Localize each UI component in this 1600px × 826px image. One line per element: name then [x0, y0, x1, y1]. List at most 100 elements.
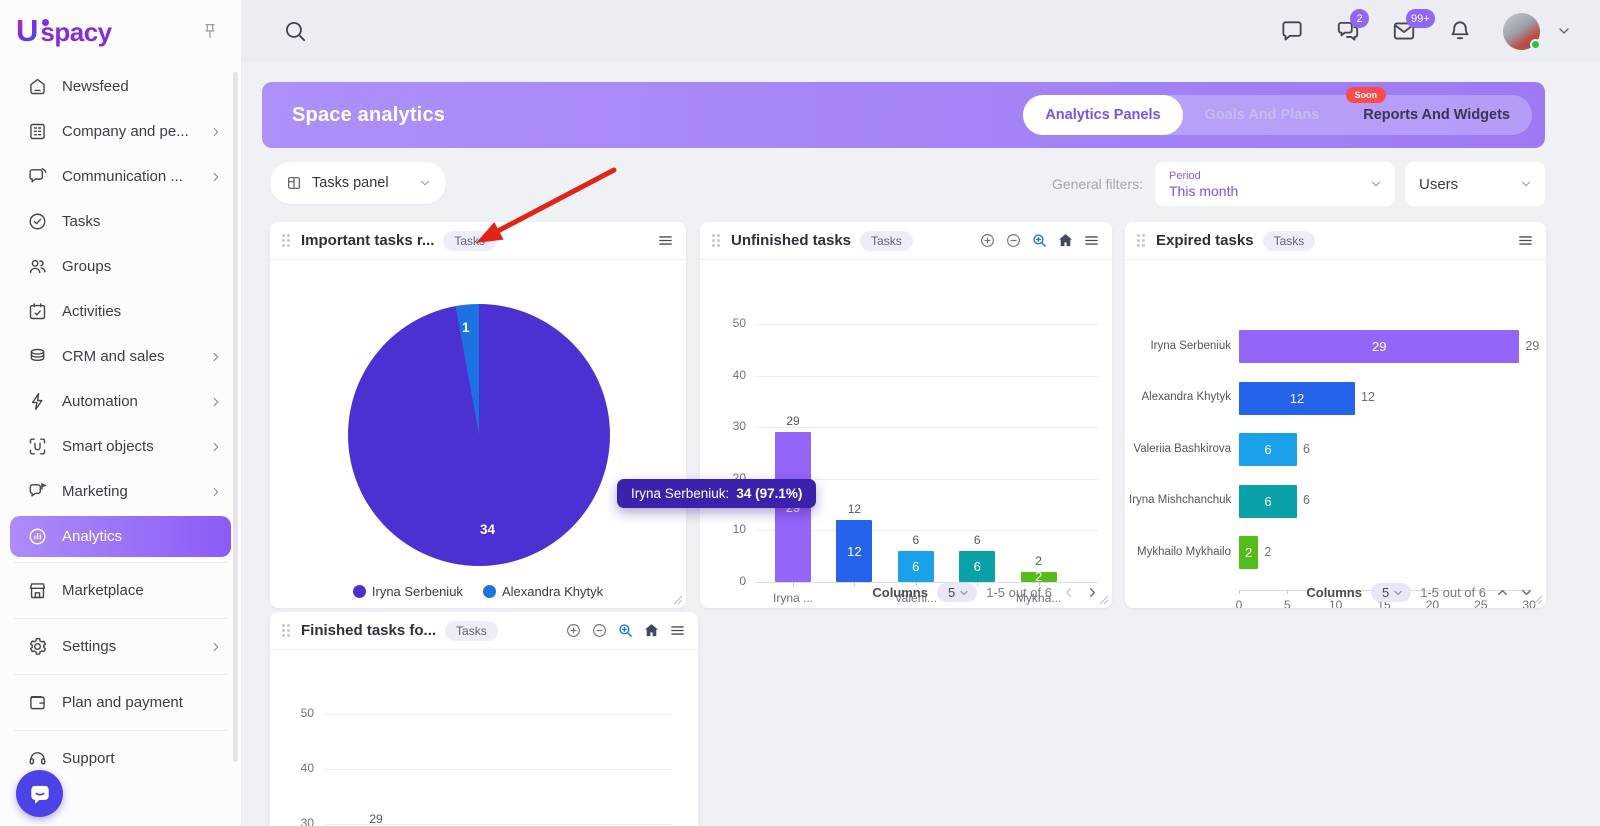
bar-value-label: 29 — [786, 414, 800, 429]
gear-icon — [27, 636, 48, 657]
chevron-down-icon[interactable] — [1556, 23, 1572, 39]
bar-valeriia-bashkirova[interactable]: 6 — [897, 551, 934, 582]
bar-value-label: 12 — [847, 502, 862, 517]
comment-icon[interactable] — [1279, 18, 1305, 44]
bell-icon[interactable] — [1447, 18, 1473, 44]
tab-reports-and-widgets[interactable]: Reports And Widgets — [1363, 107, 1510, 123]
search-icon[interactable] — [282, 18, 308, 44]
zoom-out-icon[interactable] — [591, 622, 608, 639]
chat-bubble-icon — [30, 785, 49, 804]
drag-handle-icon[interactable] — [1135, 232, 1147, 249]
period-filter[interactable]: Period This month — [1155, 162, 1395, 206]
sidebar-item-settings[interactable]: Settings — [0, 624, 241, 669]
home-reset-icon[interactable] — [643, 622, 660, 639]
pie-important-tasks[interactable]: 34 1 — [348, 304, 610, 566]
sidebar-item-communication[interactable]: Communication ... — [0, 154, 241, 199]
bar-value-label: 2 — [1035, 553, 1042, 568]
resize-handle-icon[interactable] — [673, 595, 683, 605]
sidebar-item-support[interactable]: Support — [0, 736, 241, 781]
bar-iryna-mishchanchuk[interactable]: 6 — [1239, 484, 1298, 518]
chevron-up-icon[interactable] — [1495, 585, 1510, 600]
chevron-right-icon — [209, 640, 223, 654]
mail-icon[interactable]: 99+ — [1391, 9, 1435, 44]
pin-icon[interactable] — [201, 22, 219, 40]
menu-icon[interactable] — [1083, 232, 1100, 249]
bar-value-label: 12 — [1361, 390, 1375, 405]
drag-handle-icon[interactable] — [710, 232, 722, 249]
menu-icon[interactable] — [669, 622, 686, 639]
x-axis-tick-label: Valerii... — [894, 591, 938, 605]
zoom-in-icon[interactable] — [979, 232, 996, 249]
sidebar-item-newsfeed[interactable]: Newsfeed — [0, 64, 241, 109]
resize-handle-icon[interactable] — [1533, 595, 1543, 605]
tab-analytics-panels[interactable]: Analytics Panels — [1023, 95, 1183, 135]
avatar[interactable] — [1503, 12, 1541, 50]
menu-icon[interactable] — [657, 232, 674, 249]
banner-tabs: Analytics Panels Goals And Plans Reports… — [1023, 87, 1532, 135]
sidebar-item-analytics[interactable]: Analytics — [10, 516, 231, 557]
card-important-tasks: Important tasks r... Tasks 34 1 Iryna Se… — [270, 222, 686, 608]
smart-objects-icon — [27, 436, 48, 457]
legend-item[interactable]: Alexandra Khytyk — [482, 584, 603, 599]
bar-chart-unfinished: 0102030405029291212666622Iryna ...Valeri… — [700, 260, 1112, 608]
legend-item[interactable]: Iryna Serbeniuk — [352, 584, 463, 599]
chevron-right-icon[interactable] — [1085, 585, 1100, 600]
logo-dot — [42, 18, 49, 26]
tab-goals-and-plans[interactable]: Goals And Plans — [1204, 107, 1320, 123]
drag-handle-icon[interactable] — [280, 622, 292, 639]
sidebar-item-label: Settings — [62, 638, 117, 655]
bar-alexandra-khytyk[interactable]: 12 — [836, 520, 873, 582]
zoom-select-icon[interactable] — [617, 622, 634, 639]
sidebar-item-automation[interactable]: Automation — [0, 379, 241, 424]
support-chat-button[interactable] — [16, 770, 63, 817]
uspacy-logo[interactable]: U spacy — [16, 15, 112, 48]
bar-mykhailo-mykhailo[interactable]: 2 — [1020, 569, 1057, 584]
card-title: Finished tasks fo... — [301, 622, 437, 639]
zoom-in-icon[interactable] — [565, 622, 582, 639]
zoom-out-icon[interactable] — [1005, 232, 1022, 249]
sidebar-item-label: Tasks — [62, 213, 101, 230]
sidebar-item-activities[interactable]: Activities — [0, 289, 241, 334]
page-size-select[interactable]: 5 — [936, 583, 978, 602]
sidebar-item-company-and-pe[interactable]: Company and pe... — [0, 109, 241, 154]
panel-selector-value: Tasks panel — [312, 175, 389, 191]
sidebar-item-label: Groups — [62, 258, 112, 275]
sidebar-item-marketing[interactable]: Marketing — [0, 469, 241, 514]
topbar: 2 99+ — [242, 0, 1600, 62]
chevron-left-icon[interactable] — [1061, 585, 1076, 600]
chevron-down-icon[interactable] — [1519, 585, 1534, 600]
sidebar-scrollbar[interactable] — [233, 72, 238, 762]
chats-icon[interactable]: 2 — [1335, 9, 1369, 44]
sidebar-item-tasks[interactable]: Tasks — [0, 199, 241, 244]
soon-badge: Soon — [1345, 87, 1386, 103]
legend-label: Iryna Serbeniuk — [371, 584, 463, 599]
logo-text: spacy — [40, 16, 112, 47]
tasks-badge: Tasks — [860, 230, 913, 251]
bar-mykhailo-mykhailo[interactable]: 2 — [1239, 536, 1259, 570]
bar-iryna-mishchanchuk[interactable]: 6 — [959, 551, 996, 582]
gridline — [324, 769, 672, 770]
pie-slice-value: 1 — [462, 320, 470, 335]
sidebar-header: U spacy — [0, 0, 241, 62]
bar-alexandra-khytyk[interactable]: 12 — [1239, 381, 1356, 415]
sidebar-item-crm-and-sales[interactable]: CRM and sales — [0, 334, 241, 379]
panel-selector[interactable]: Tasks panel — [270, 162, 446, 204]
drag-handle-icon[interactable] — [280, 232, 292, 249]
sidebar-item-groups[interactable]: Groups — [0, 244, 241, 289]
y-axis-tick-label: 30 — [300, 816, 314, 826]
store-icon — [27, 580, 48, 601]
bar-valeriia-bashkirova[interactable]: 6 — [1239, 433, 1298, 467]
chart-legend: Iryna Serbeniuk Alexandra Khytyk — [270, 584, 686, 599]
zoom-select-icon[interactable] — [1031, 232, 1048, 249]
menu-icon[interactable] — [1517, 232, 1534, 249]
page-size-select[interactable]: 5 — [1370, 583, 1412, 602]
chevron-down-icon — [420, 180, 430, 186]
chevron-down-icon — [1521, 181, 1531, 187]
sidebar-item-marketplace[interactable]: Marketplace — [0, 568, 241, 613]
home-reset-icon[interactable] — [1057, 232, 1074, 249]
bar-iryna-serbeniuk[interactable]: 29 — [1239, 330, 1520, 363]
sidebar-item-smart-objects[interactable]: Smart objects — [0, 424, 241, 469]
users-filter[interactable]: Users — [1405, 162, 1545, 206]
resize-handle-icon[interactable] — [1099, 595, 1109, 605]
sidebar-item-plan-and-payment[interactable]: Plan and payment — [0, 680, 241, 725]
